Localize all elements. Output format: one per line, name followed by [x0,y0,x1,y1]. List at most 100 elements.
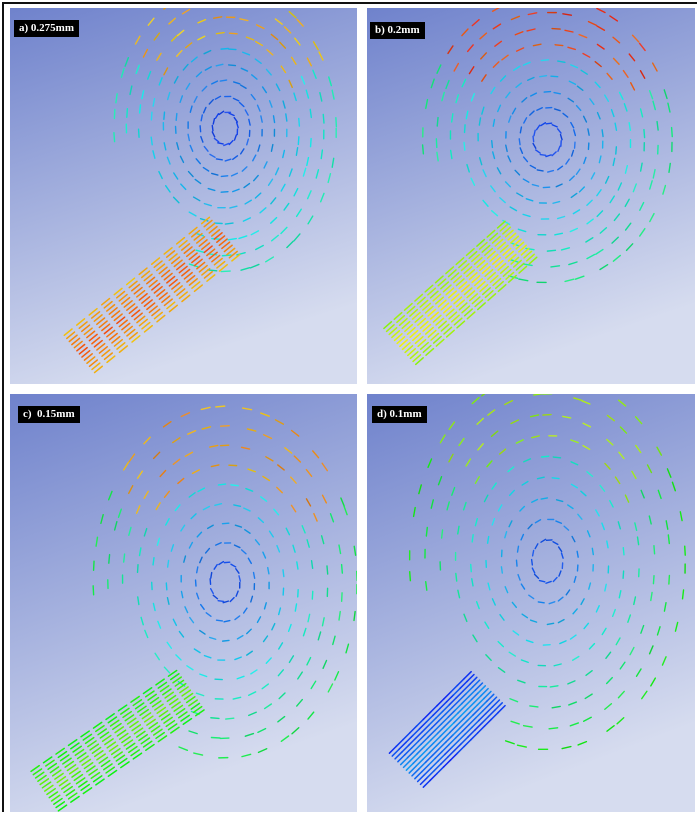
velocity-vector [137,596,140,606]
velocity-vector [155,502,161,511]
velocity-vector [283,202,290,211]
velocity-vector [82,787,93,795]
velocity-vector [190,229,201,238]
velocity-vector [436,697,445,707]
velocity-vector [150,257,161,265]
velocity-vector [98,756,109,764]
velocity-vector [570,149,575,157]
velocity-vector [152,728,163,736]
velocity-vector [179,155,185,164]
velocity-vector [216,235,226,243]
velocity-vector [666,468,672,478]
velocity-vector [414,730,424,740]
velocity-vector [504,229,514,238]
velocity-vector [101,323,111,332]
velocity-vector [504,399,514,406]
velocity-vector [144,629,149,639]
velocity-vector [203,145,209,152]
velocity-vector [606,72,613,80]
velocity-vector [195,566,199,574]
velocity-vector [251,74,258,80]
velocity-vector [302,167,307,177]
velocity-vector [103,326,113,335]
velocity-vector [465,110,469,120]
velocity-vector [555,499,564,503]
velocity-vector [171,701,181,709]
velocity-vector [106,355,116,364]
velocity-vector [92,775,103,783]
velocity-vector [140,737,151,745]
velocity-vector [578,186,585,193]
panel-c [10,394,357,812]
velocity-vector [117,757,128,766]
velocity-vector [213,563,218,570]
velocity-vector [481,244,491,253]
velocity-vector [319,92,323,102]
velocity-vector [306,57,313,67]
velocity-vector [409,329,419,339]
velocity-vector [53,797,63,806]
velocity-vector [148,722,159,730]
velocity-vector [252,154,257,162]
velocity-vector [180,183,187,191]
velocity-vector [250,230,260,236]
velocity-vector [668,162,671,174]
velocity-vector [447,269,457,278]
velocity-vector [211,254,221,263]
velocity-vector [176,142,180,150]
velocity-vector [398,741,407,751]
velocity-vector [605,676,613,685]
velocity-vector [461,305,471,314]
velocity-vector [571,535,576,543]
velocity-vector [267,178,274,186]
velocity-vector [436,64,442,74]
velocity-vector [616,717,625,725]
velocity-vector [180,590,184,599]
velocity-vector [199,556,203,564]
velocity-vector [107,490,113,501]
velocity-vector [471,679,481,688]
velocity-vector [477,685,487,694]
velocity-vector [537,601,545,604]
velocity-vector [331,89,335,100]
velocity-vector [76,318,86,326]
velocity-vector [201,242,211,251]
velocity-vector [218,560,225,566]
velocity-vector [228,139,234,146]
velocity-vector [126,328,136,337]
velocity-vector [559,640,567,645]
velocity-vector [172,618,178,627]
velocity-vector [203,49,212,55]
velocity-vector [421,144,425,155]
velocity-vector [203,219,213,228]
velocity-vector [209,153,216,158]
velocity-vector [240,266,251,271]
panel-b [367,8,695,384]
velocity-vector [445,79,450,90]
velocity-vector [235,568,240,574]
velocity-vector [451,699,461,709]
velocity-vector [453,275,463,284]
velocity-vector [60,782,71,790]
velocity-vector [187,170,194,178]
velocity-vector [101,349,111,357]
velocity-vector [388,745,398,754]
velocity-vector [586,253,596,260]
velocity-vector [519,505,526,512]
velocity-vector [233,504,242,507]
velocity-vector [489,232,499,241]
velocity-vector [195,692,205,697]
velocity-vector [291,727,300,735]
velocity-vector [450,113,454,123]
velocity-vector [305,498,312,507]
velocity-vector [504,530,508,539]
velocity-vector [261,86,268,94]
velocity-vector [232,155,239,161]
velocity-vector [565,158,570,165]
velocity-vector [516,192,524,198]
velocity-vector [170,544,175,552]
velocity-vector [158,710,169,718]
velocity-vector [338,544,342,555]
velocity-vector [422,344,432,353]
velocity-vector [445,266,455,275]
